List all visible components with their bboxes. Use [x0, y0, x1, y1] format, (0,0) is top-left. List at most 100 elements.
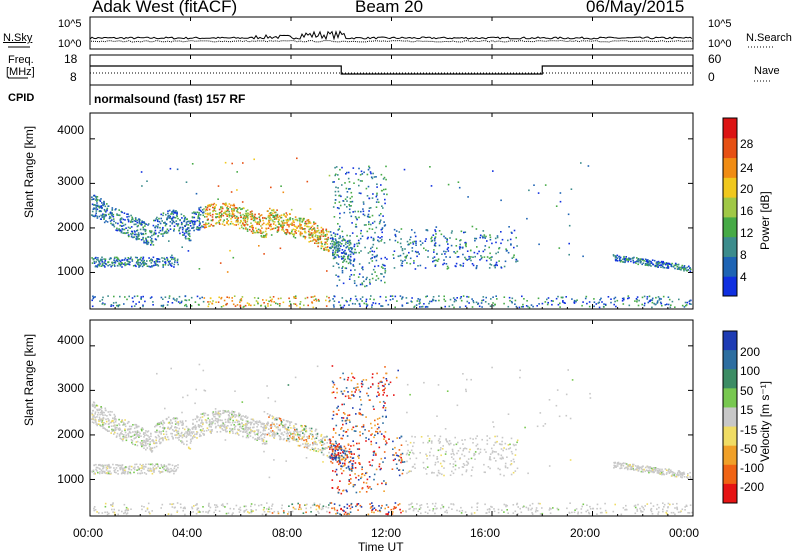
power-cell: [614, 300, 616, 303]
velocity-cell: [180, 421, 182, 424]
power-cell: [206, 209, 209, 211]
velocity-cell: [314, 430, 317, 432]
velocity-cell: [378, 393, 381, 395]
power-cell: [212, 210, 214, 213]
power-cell: [280, 216, 283, 219]
power-cell: [118, 262, 120, 265]
velocity-cell: [338, 443, 340, 445]
power-cell: [218, 208, 221, 211]
power-cell: [643, 304, 646, 307]
power-cell: [153, 261, 156, 263]
velocity-cell: [114, 418, 117, 420]
power-cell: [131, 260, 134, 262]
power-cell: [332, 251, 334, 254]
power-cell: [637, 258, 640, 260]
velocity-cell: [305, 427, 307, 430]
power-cell: [471, 298, 473, 300]
velocity-cell: [341, 458, 343, 461]
power-cell: [503, 296, 506, 298]
velocity-cell: [322, 454, 325, 456]
velocity-cell: [121, 464, 123, 467]
freq-label: Freq.: [8, 54, 34, 66]
power-cell: [214, 213, 217, 215]
velocity-cell: [124, 469, 126, 471]
xtick-label: 16:00: [470, 526, 501, 540]
power-cell: [371, 246, 374, 248]
velocity-cell: [247, 427, 250, 430]
power-cell: [174, 259, 176, 262]
velocity-cell: [163, 468, 165, 470]
velocity-cell: [230, 428, 233, 430]
power-cell: [321, 245, 324, 248]
velocity-cell: [335, 468, 338, 471]
velocity-cell: [263, 423, 265, 425]
power-cell: [672, 266, 675, 268]
power-cell: [275, 215, 278, 217]
power-cell: [308, 222, 310, 224]
power-cell: [282, 191, 285, 194]
power-cell: [306, 225, 308, 228]
power-cell: [103, 201, 105, 203]
power-cell: [218, 213, 220, 216]
power-cell: [380, 213, 382, 215]
velocity-cell: [104, 407, 107, 410]
power-cell: [267, 305, 269, 307]
power-cell: [435, 226, 438, 228]
power-cell: [147, 241, 150, 244]
power-cell: [166, 231, 169, 234]
power-cell: [335, 173, 337, 176]
power-cell: [282, 227, 284, 229]
velocity-cell: [120, 432, 122, 435]
velocity-cell: [307, 442, 309, 445]
power-cell: [370, 257, 372, 260]
power-cell: [221, 206, 224, 208]
velocity-cell: [406, 452, 409, 455]
velocity-cell: [335, 459, 337, 461]
power-cell: [299, 234, 302, 237]
power-cell: [202, 226, 204, 228]
velocity-cell: [372, 454, 375, 456]
velocity-cell: [187, 427, 189, 430]
velocity-cell: [142, 466, 144, 468]
velocity-cell: [224, 418, 227, 421]
power-cell: [334, 174, 336, 177]
velocity-cell: [124, 431, 127, 434]
power-cell: [126, 263, 128, 265]
power-cell: [366, 173, 369, 176]
power-cell: [147, 224, 149, 226]
velocity-cell: [409, 451, 411, 454]
velocity-colorbar-frame: [722, 330, 738, 504]
power-cell: [230, 220, 233, 223]
power-cell: [351, 222, 353, 224]
velocity-cell: [232, 419, 234, 422]
power-cell: [595, 303, 598, 305]
velocity-cell: [196, 416, 198, 419]
power-cell: [132, 265, 135, 267]
power-cell: [363, 171, 365, 174]
power-cell: [389, 299, 392, 301]
power-cell: [438, 230, 441, 232]
power-cell: [684, 268, 686, 270]
power-cell: [209, 301, 211, 303]
velocity-cell: [345, 489, 348, 492]
power-cell: [259, 220, 262, 223]
velocity-cell: [275, 433, 277, 436]
velocity-cell: [329, 448, 331, 450]
power-cell: [166, 218, 168, 221]
velocity-cell: [132, 467, 135, 470]
power-cell: [426, 229, 428, 231]
power-cell: [127, 219, 130, 222]
power-cell: [395, 230, 398, 232]
power-cell: [651, 306, 653, 309]
power-cell: [681, 304, 684, 307]
power-cell: [647, 301, 650, 304]
power-cell: [171, 262, 173, 265]
power-cell: [415, 304, 418, 306]
power-cell: [285, 232, 287, 234]
velocity-cell: [124, 436, 126, 438]
velocity-cell: [333, 383, 336, 386]
power-cell: [223, 219, 225, 221]
power-cell: [401, 262, 403, 264]
velocity-cell: [350, 459, 352, 462]
velocity-cell: [217, 412, 220, 414]
